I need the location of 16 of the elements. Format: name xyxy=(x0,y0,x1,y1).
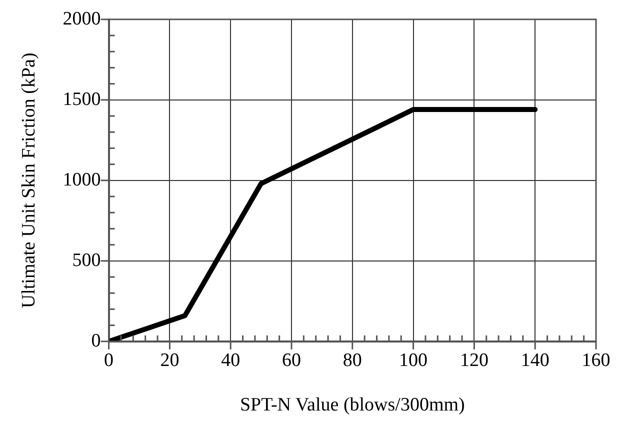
y-tick-label: 500 xyxy=(72,250,101,271)
x-tick-label: 0 xyxy=(104,350,114,371)
x-tick-label: 80 xyxy=(342,350,362,371)
y-tick-label: 0 xyxy=(91,330,101,352)
y-tick-label: 1500 xyxy=(62,88,101,110)
y-tick-label: 2000 xyxy=(62,8,101,30)
x-tick-label: 40 xyxy=(221,350,240,371)
x-tick-label: 100 xyxy=(399,350,428,371)
x-tick-label: 60 xyxy=(282,350,301,371)
y-axis-title: Ultimate Unit Skin Friction (kPa) xyxy=(18,52,40,308)
x-tick-label: 140 xyxy=(520,350,550,371)
y-tick-label: 1000 xyxy=(62,169,101,190)
x-tick-label: 120 xyxy=(460,350,488,371)
x-tick-label: 20 xyxy=(160,350,180,371)
x-axis-title: SPT-N Value (blows/300mm) xyxy=(240,394,465,416)
x-tick-label: 160 xyxy=(582,350,610,371)
